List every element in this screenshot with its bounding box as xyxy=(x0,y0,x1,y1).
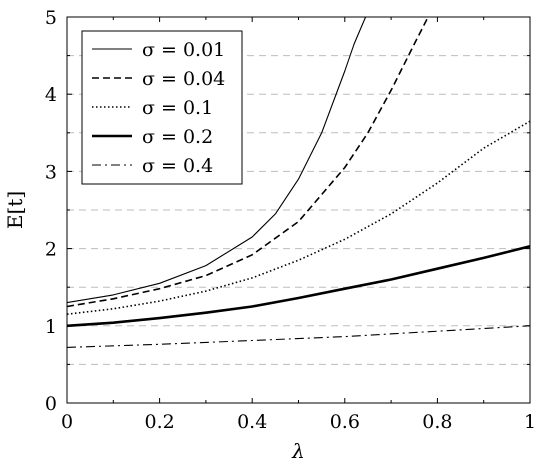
legend-label: σ = 0.04 xyxy=(142,68,225,90)
legend-label: σ = 0.1 xyxy=(142,97,213,119)
series-lines xyxy=(67,17,530,348)
legend-label: σ = 0.2 xyxy=(142,126,213,148)
axis-ticks: 0 0.2 0.4 0.6 0.8 1 0 1 2 3 4 5 xyxy=(45,7,536,433)
x-tick-label: 0.2 xyxy=(144,411,174,433)
y-tick-label: 4 xyxy=(45,84,57,106)
y-axis-label: E[t] xyxy=(3,191,27,229)
series-line-3 xyxy=(67,120,530,315)
legend: σ = 0.01 σ = 0.04 σ = 0.1 σ = 0.2 σ = 0.4 xyxy=(81,30,243,185)
series-line-5 xyxy=(67,325,530,348)
y-tick-label: 3 xyxy=(45,161,57,183)
series-line-2 xyxy=(67,17,429,308)
y-tick-label: 2 xyxy=(45,239,57,261)
x-tick-label: 0.4 xyxy=(237,411,267,433)
x-tick-label: 0 xyxy=(61,411,73,433)
series-line-4 xyxy=(67,245,530,328)
legend-label: σ = 0.01 xyxy=(142,39,225,61)
series-line-1 xyxy=(67,17,367,304)
x-tick-label: 1 xyxy=(524,411,536,433)
y-tick-label: 5 xyxy=(45,7,57,29)
y-tick-label: 0 xyxy=(45,393,57,415)
legend-label: σ = 0.4 xyxy=(142,155,213,177)
x-axis-label: λ xyxy=(291,439,305,463)
x-tick-label: 0.8 xyxy=(422,411,452,433)
y-tick-label: 1 xyxy=(45,316,57,338)
x-tick-label: 0.6 xyxy=(330,411,360,433)
